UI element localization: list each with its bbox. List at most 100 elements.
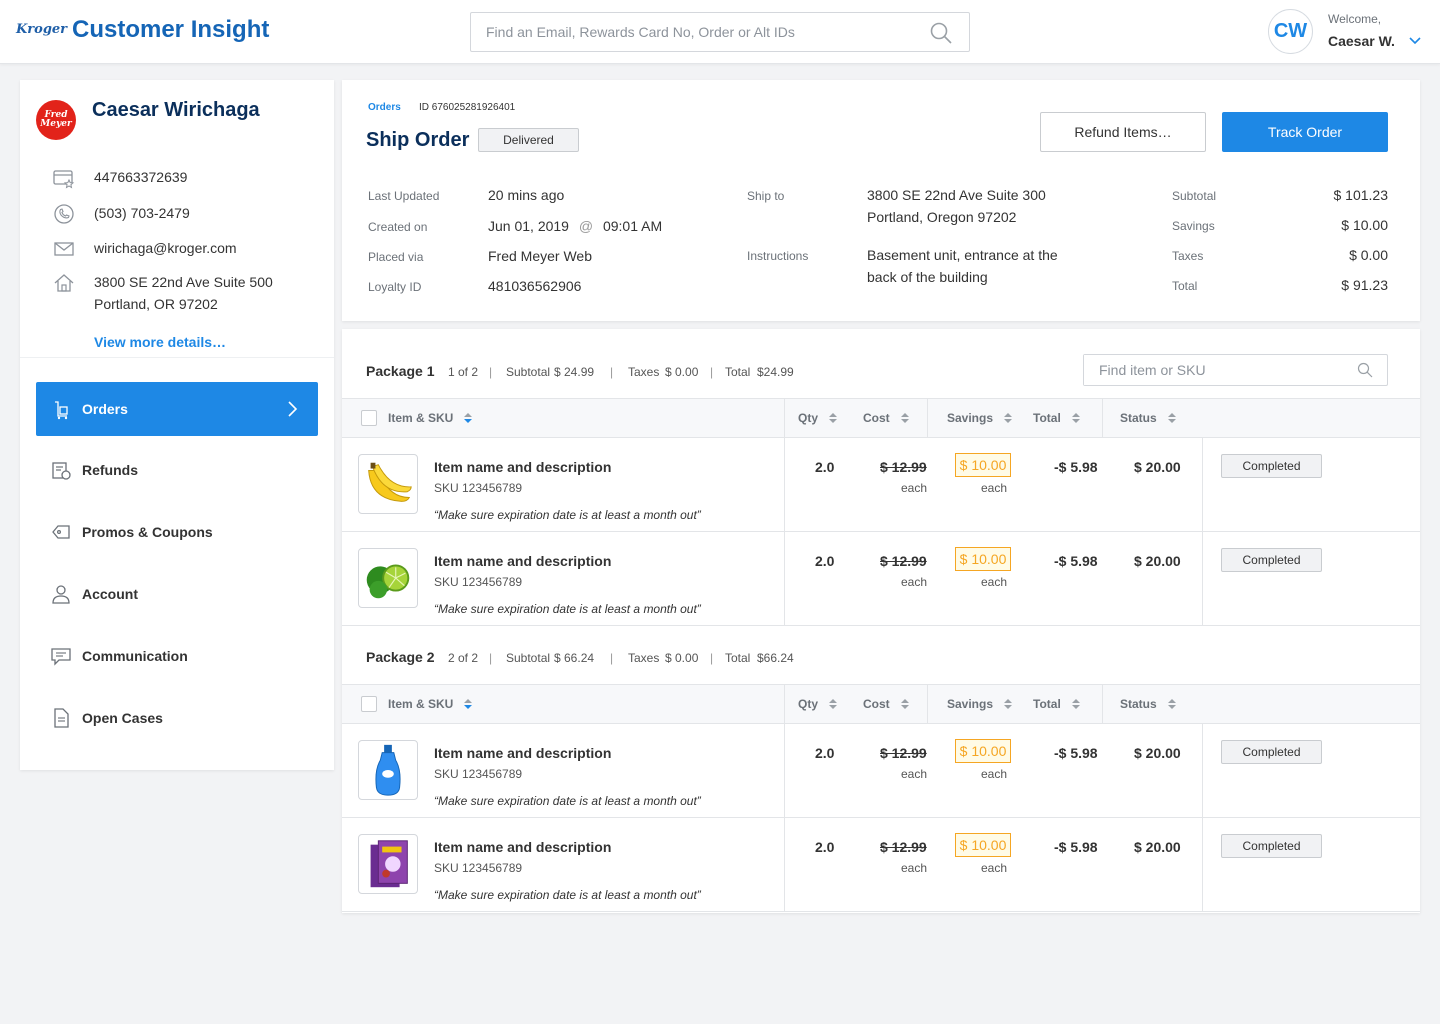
table-row: Item name and description SKU 123456789 “M…	[342, 818, 1420, 912]
col-total[interactable]: Total	[1033, 411, 1081, 425]
item-search-input[interactable]	[1084, 355, 1344, 385]
sort-icon[interactable]	[1003, 698, 1013, 710]
col-item-sku[interactable]: Item & SKU	[388, 697, 473, 711]
nav-item-account[interactable]: Account	[36, 567, 318, 621]
separator: |	[610, 365, 614, 379]
breadcrumb-orders-link[interactable]: Orders	[368, 102, 401, 113]
sort-icon[interactable]	[463, 698, 473, 710]
sort-icon[interactable]	[900, 698, 910, 710]
item-qty: 2.0	[815, 553, 835, 569]
divider	[1202, 438, 1203, 532]
table-row: Item name and description SKU 123456789 “M…	[342, 724, 1420, 818]
sort-icon[interactable]	[900, 412, 910, 424]
global-search-input[interactable]	[471, 13, 911, 51]
item-amount: $ 20.00	[1134, 745, 1181, 761]
package-taxes-label: Taxes	[628, 365, 660, 379]
nav-item-open-cases[interactable]: Open Cases	[36, 691, 318, 745]
separator: |	[489, 651, 493, 665]
search-icon[interactable]	[929, 21, 953, 45]
sort-icon[interactable]	[463, 412, 473, 424]
product-image[interactable]	[358, 454, 418, 514]
item-sku: SKU 123456789	[434, 481, 523, 495]
col-total[interactable]: Total	[1033, 697, 1081, 711]
kroger-logo[interactable]: Kroger	[16, 22, 68, 37]
refund-items-button[interactable]: Refund Items…	[1040, 112, 1206, 152]
address-line-1: 3800 SE 22nd Ave Suite 500	[94, 274, 273, 290]
item-cost: $ 12.99	[880, 553, 927, 569]
refunds-icon	[52, 462, 71, 480]
item-savings: $ 10.00	[955, 739, 1011, 763]
item-note: “Make sure expiration date is at least a…	[434, 794, 701, 808]
item-total: -$ 5.98	[1054, 553, 1098, 569]
nav-item-refunds[interactable]: Refunds	[36, 443, 318, 497]
col-cost[interactable]: Cost	[863, 411, 910, 425]
search-icon[interactable]	[1357, 362, 1373, 378]
page-title: Ship Order	[366, 129, 470, 151]
phone-number: (503) 703-2479	[94, 205, 190, 221]
welcome-label: Welcome,	[1328, 12, 1382, 26]
product-image[interactable]	[358, 834, 418, 894]
created-date: Jun 01, 2019	[488, 218, 569, 234]
divider	[784, 685, 785, 723]
item-amount: $ 20.00	[1134, 459, 1181, 475]
item-amount: $ 20.00	[1134, 553, 1181, 569]
sort-icon[interactable]	[1071, 412, 1081, 424]
user-name[interactable]: Caesar W.	[1328, 33, 1395, 49]
track-order-button[interactable]: Track Order	[1222, 112, 1388, 152]
store-logo-top: Fred	[44, 110, 68, 120]
select-all-checkbox[interactable]	[361, 410, 377, 426]
col-qty-label: Qty	[798, 411, 819, 425]
col-status[interactable]: Status	[1120, 411, 1177, 425]
nav-label-open-cases: Open Cases	[82, 710, 163, 726]
placed-via-label: Placed via	[368, 250, 424, 264]
divider	[784, 724, 785, 818]
total-value: $ 91.23	[1341, 277, 1388, 293]
item-total: -$ 5.98	[1054, 745, 1098, 761]
sort-icon[interactable]	[1003, 412, 1013, 424]
coupon-icon	[52, 525, 70, 539]
nav-label-communication: Communication	[82, 648, 188, 664]
col-qty[interactable]: Qty	[798, 697, 838, 711]
sort-icon[interactable]	[828, 698, 838, 710]
email-row: wirichaga@kroger.com	[52, 237, 284, 261]
subtotal-value: $ 101.23	[1333, 187, 1389, 203]
col-status[interactable]: Status	[1120, 697, 1177, 711]
divider	[1202, 532, 1203, 626]
view-more-details-link[interactable]: View more details…	[94, 334, 227, 350]
item-savings: $ 10.00	[955, 547, 1011, 571]
top-bar: Kroger Customer Insight CW Welcome, Caes…	[0, 0, 1440, 64]
item-note: “Make sure expiration date is at least a…	[434, 888, 701, 902]
package-total: $24.99	[757, 365, 794, 379]
item-name[interactable]: Item name and description	[434, 553, 612, 569]
total-label: Total	[1172, 279, 1198, 293]
col-total-label: Total	[1033, 411, 1061, 425]
table-header: Item & SKU Qty Cost Savings Total Status	[342, 398, 1420, 438]
address-line-2: Portland, OR 97202	[94, 296, 218, 312]
col-cost[interactable]: Cost	[863, 697, 910, 711]
divider	[927, 399, 928, 437]
package-name: Package 2	[366, 649, 435, 665]
sort-icon[interactable]	[1167, 698, 1177, 710]
nav-item-orders[interactable]: Orders	[36, 382, 318, 436]
nav-label-promos: Promos & Coupons	[82, 524, 213, 540]
nav-item-communication[interactable]: Communication	[36, 629, 318, 683]
chevron-down-icon[interactable]	[1408, 34, 1422, 48]
item-name[interactable]: Item name and description	[434, 839, 612, 855]
table-row: Item name and description SKU 123456789 “M…	[342, 532, 1420, 626]
item-name[interactable]: Item name and description	[434, 459, 612, 475]
product-image[interactable]	[358, 740, 418, 800]
sort-icon[interactable]	[1071, 698, 1081, 710]
col-savings[interactable]: Savings	[947, 697, 1013, 711]
col-item-sku[interactable]: Item & SKU	[388, 411, 473, 425]
sort-icon[interactable]	[1167, 412, 1177, 424]
item-status-badge: Completed	[1221, 548, 1322, 572]
product-image[interactable]	[358, 548, 418, 608]
select-all-checkbox[interactable]	[361, 696, 377, 712]
col-qty[interactable]: Qty	[798, 411, 838, 425]
user-avatar[interactable]: CW	[1268, 9, 1313, 54]
col-savings[interactable]: Savings	[947, 411, 1013, 425]
nav-item-promos[interactable]: Promos & Coupons	[36, 505, 318, 559]
item-name[interactable]: Item name and description	[434, 745, 612, 761]
store-logo-bottom: Meyer	[40, 119, 72, 129]
sort-icon[interactable]	[828, 412, 838, 424]
